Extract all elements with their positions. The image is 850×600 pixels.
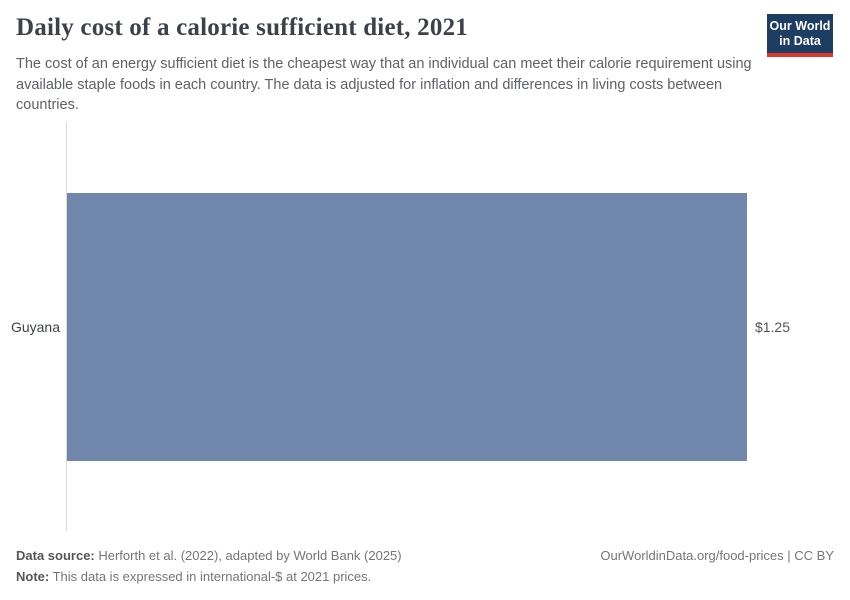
bar-guyana[interactable] <box>67 193 747 461</box>
chart-subtitle: The cost of an energy sufficient diet is… <box>16 56 752 113</box>
bar-chart-plot-area: $1.25 <box>67 193 790 461</box>
data-source-text: Herforth et al. (2022), adapted by World… <box>94 548 402 563</box>
category-label-guyana: Guyana <box>10 319 60 335</box>
owid-logo-line1: Our World <box>769 19 831 33</box>
footer-credit-link[interactable]: OurWorldinData.org/food-prices | CC BY <box>600 548 834 563</box>
note-label: Note: <box>16 568 50 584</box>
footer-note: Note: This data is expressed in internat… <box>16 567 834 588</box>
owid-logo-line2: in Data <box>779 34 821 48</box>
data-source-label: Data source: <box>16 548 95 563</box>
page-title: Daily cost of a calorie sufficient diet,… <box>16 14 468 41</box>
bar-value-label: $1.25 <box>754 319 790 335</box>
y-axis-line <box>66 122 67 531</box>
chart-footer: Data source: Herforth et al. (2022), ada… <box>16 546 834 587</box>
note-text: This data is expressed in international-… <box>49 568 372 584</box>
footer-data-source: Data source: Herforth et al. (2022), ada… <box>16 546 834 567</box>
owid-logo[interactable]: Our World in Data <box>767 14 833 57</box>
